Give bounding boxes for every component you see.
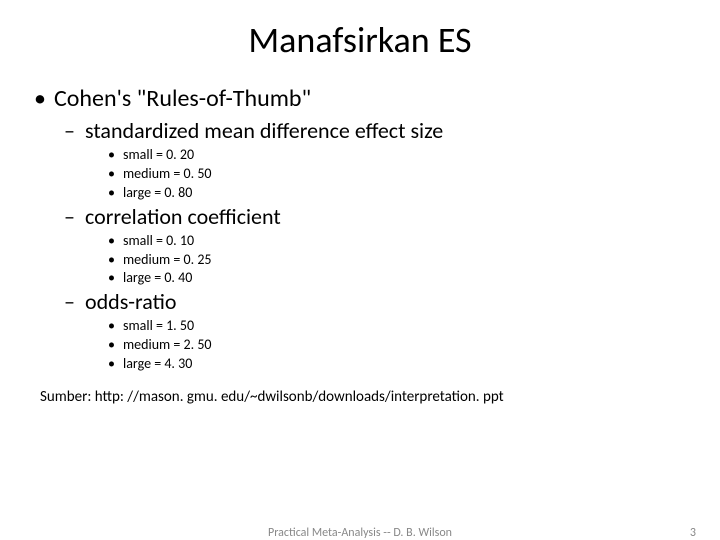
- level3-text: large = 0. 80: [123, 184, 192, 201]
- level3-text: small = 1. 50: [123, 317, 194, 334]
- dash-icon: –: [64, 117, 75, 144]
- level3-text: small = 0. 20: [123, 146, 194, 163]
- bullet-icon: •: [34, 84, 46, 113]
- level3-text: medium = 2. 50: [123, 336, 212, 353]
- bullet-icon: •: [108, 251, 115, 268]
- level2-heading: standardized mean difference effect size: [85, 117, 443, 144]
- bullet-level3: • large = 0. 40: [108, 269, 686, 288]
- bullet-icon: •: [108, 165, 115, 182]
- source-line: Sumber: http: //mason. gmu. edu/~dwilson…: [40, 388, 686, 406]
- level3-text: medium = 0. 25: [123, 251, 212, 268]
- bullet-level2: –correlation coefficient: [64, 203, 686, 230]
- bullet-icon: •: [108, 355, 115, 372]
- bullet-level1: • Cohen's "Rules-of-Thumb": [34, 84, 686, 113]
- bullet-level3: • large = 4. 30: [108, 355, 686, 374]
- level1-text: Cohen's "Rules-of-Thumb": [54, 84, 311, 113]
- level2-heading: correlation coefficient: [85, 203, 281, 230]
- page-number: 3: [690, 526, 696, 540]
- dash-icon: –: [64, 203, 75, 230]
- bullet-icon: •: [108, 269, 115, 286]
- level3-text: small = 0. 10: [123, 232, 194, 249]
- footer-text: Practical Meta-Analysis -- D. B. Wilson: [268, 526, 452, 540]
- level3-text: large = 4. 30: [123, 355, 192, 372]
- source-link[interactable]: http: //mason. gmu. edu/~dwilsonb/downlo…: [95, 388, 504, 406]
- bullet-level2: –standardized mean difference effect siz…: [64, 117, 686, 144]
- level2-heading: odds-ratio: [85, 288, 176, 315]
- slide: Manafsirkan ES • Cohen's "Rules-of-Thumb"…: [0, 0, 720, 540]
- bullet-level3: • small = 1. 50: [108, 317, 686, 336]
- bullet-level3: • medium = 0. 50: [108, 165, 686, 184]
- slide-title: Manafsirkan ES: [34, 18, 686, 62]
- bullet-icon: •: [108, 146, 115, 163]
- bullet-level3: • large = 0. 80: [108, 184, 686, 203]
- bullet-level2: –odds-ratio: [64, 288, 686, 315]
- bullet-icon: •: [108, 317, 115, 334]
- level3-text: medium = 0. 50: [123, 165, 212, 182]
- bullet-icon: •: [108, 184, 115, 201]
- bullet-level3: • small = 0. 20: [108, 146, 686, 165]
- bullet-icon: •: [108, 232, 115, 249]
- bullet-icon: •: [108, 336, 115, 353]
- dash-icon: –: [64, 288, 75, 315]
- source-label: Sumber:: [40, 388, 95, 406]
- bullet-level3: • medium = 0. 25: [108, 251, 686, 270]
- level3-text: large = 0. 40: [123, 269, 192, 286]
- bullet-level3: • small = 0. 10: [108, 232, 686, 251]
- bullet-level3: • medium = 2. 50: [108, 336, 686, 355]
